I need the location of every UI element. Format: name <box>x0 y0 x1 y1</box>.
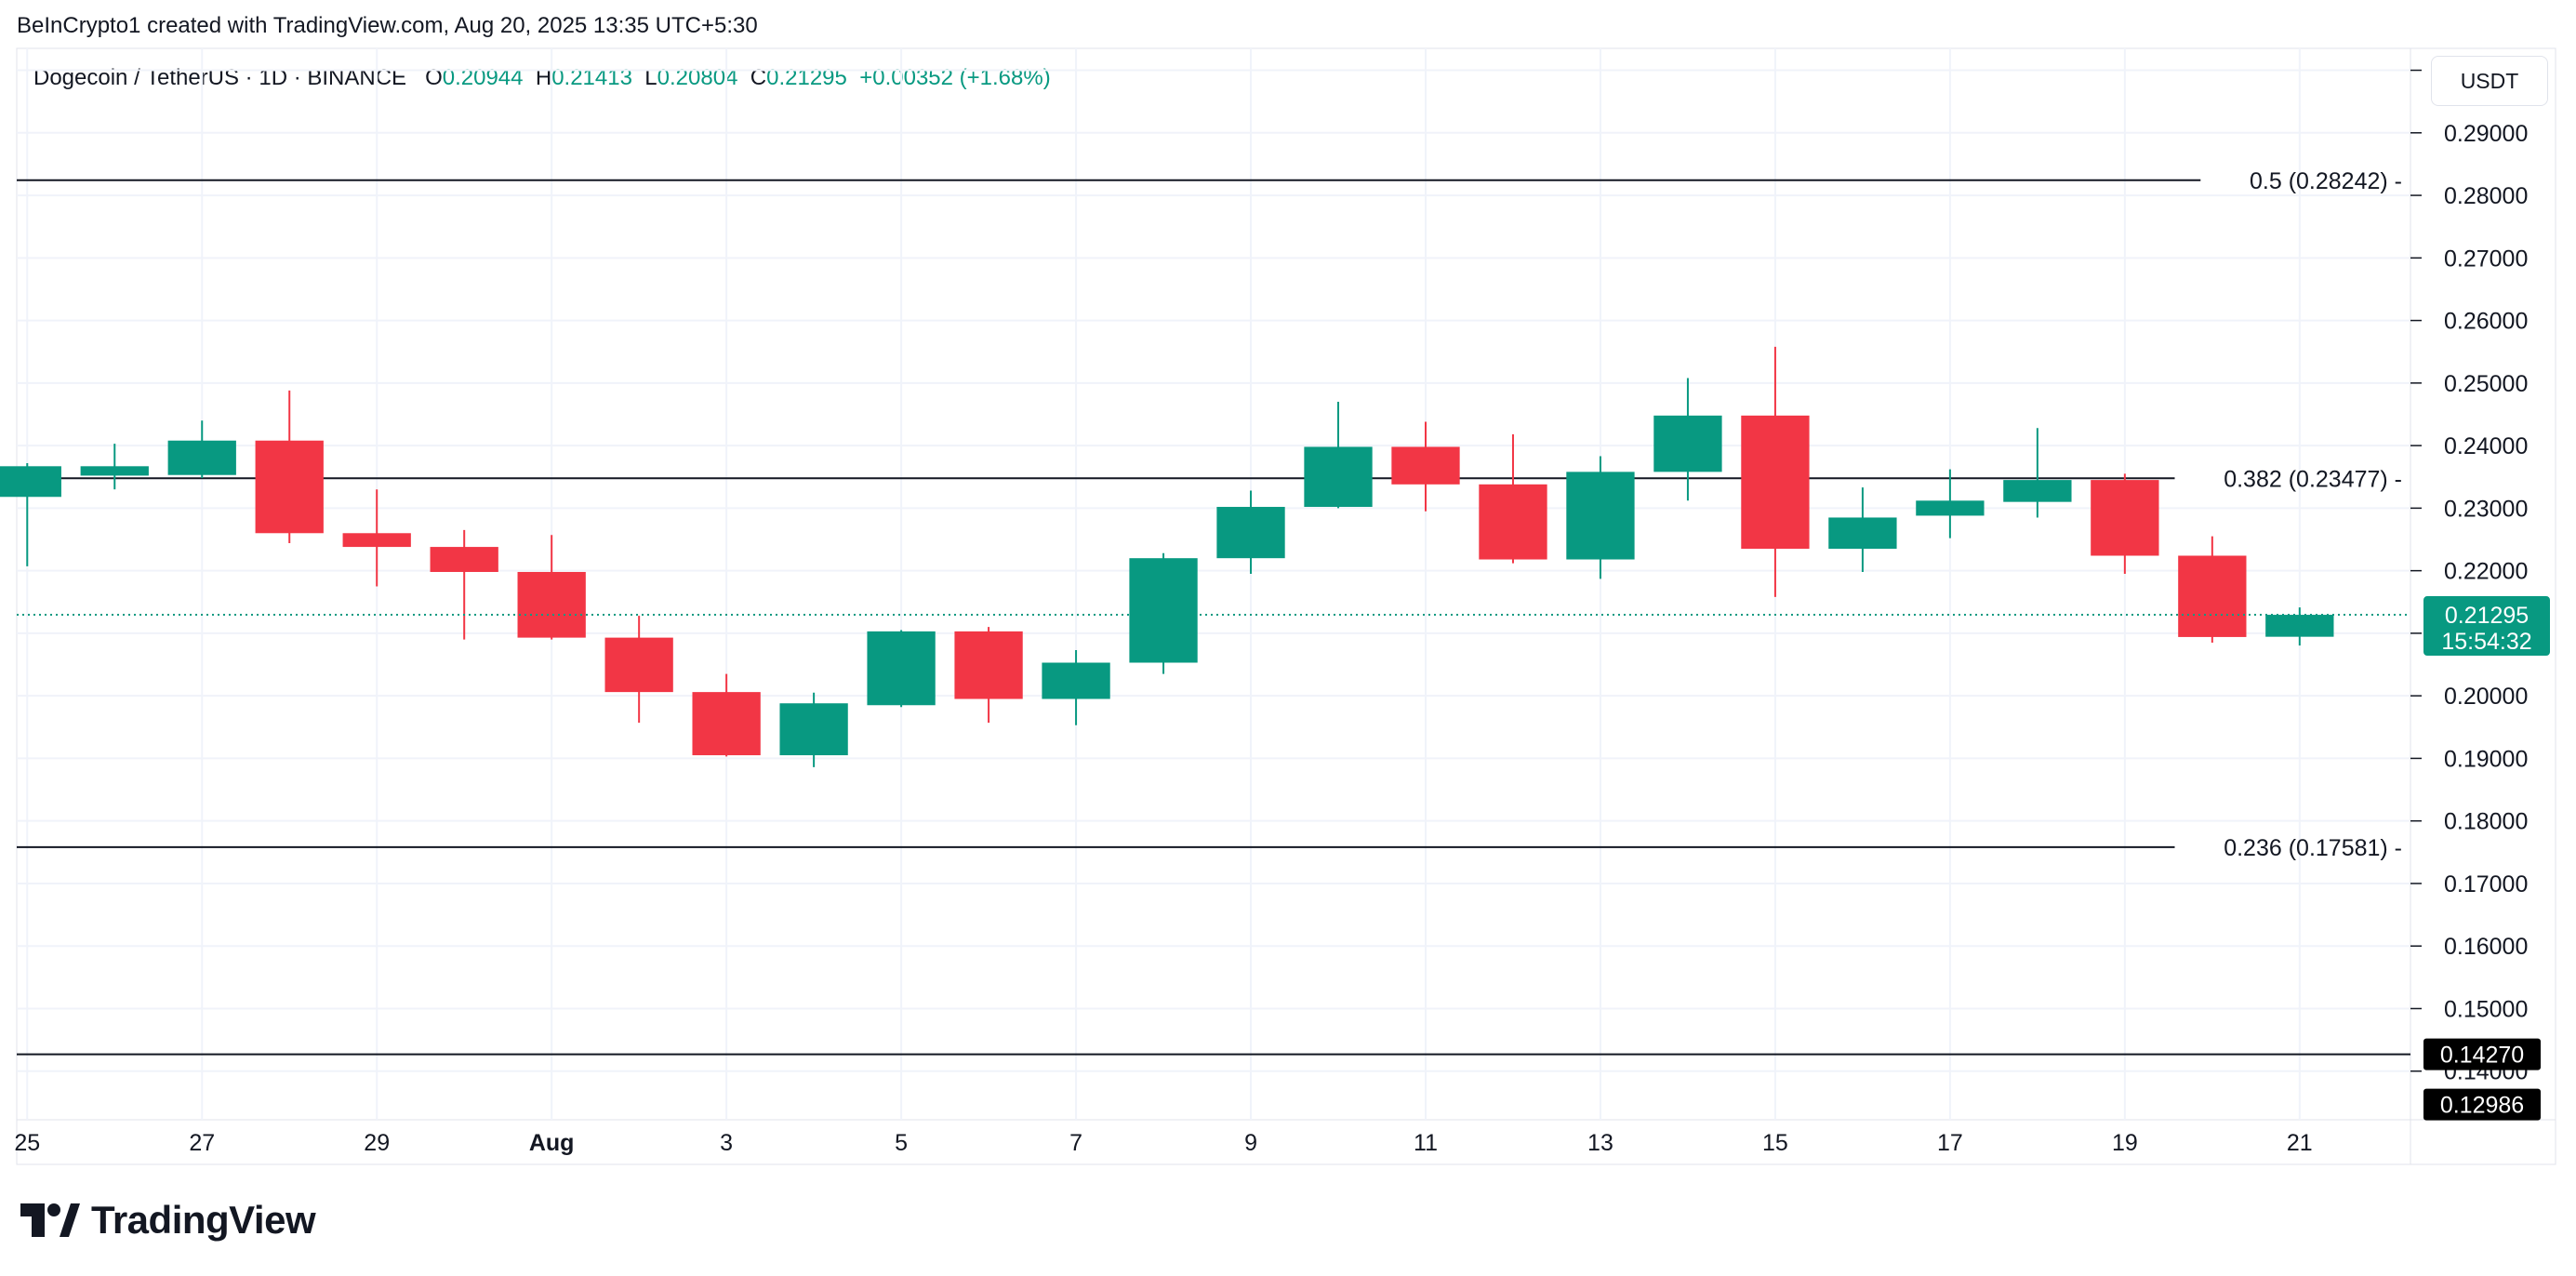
symbol-legend: Dogecoin / TetherUS · 1D · BINANCE O 0.20… <box>33 65 1051 91</box>
price-tick-label: 0.22000 <box>2444 559 2528 585</box>
currency-unit-button[interactable]: USDT <box>2431 56 2548 106</box>
candle-body <box>80 466 149 476</box>
candle-body <box>692 692 761 756</box>
time-tick-label: 11 <box>1414 1130 1438 1156</box>
price-tick-label: 0.17000 <box>2444 871 2528 897</box>
candle-body <box>342 533 411 548</box>
time-axis: 25 27 29 Aug 3 5 7 9 11 13 15 17 19 21 <box>14 1130 2312 1156</box>
time-tick-label: 13 <box>1587 1130 1613 1156</box>
candle-body <box>1216 507 1285 559</box>
candle-body <box>867 631 936 706</box>
price-tick-label: 0.23000 <box>2444 496 2528 522</box>
time-tick-label: 3 <box>720 1130 733 1156</box>
time-tick-label: 9 <box>1244 1130 1257 1156</box>
time-tick-label: 25 <box>14 1130 40 1156</box>
price-tick-label: 0.20000 <box>2444 684 2528 710</box>
candle-body <box>1391 446 1460 485</box>
time-tick-label: 15 <box>1762 1130 1788 1156</box>
candle-body <box>255 440 324 534</box>
open-value: 0.20944 <box>442 65 524 90</box>
time-tick-label: Aug <box>529 1130 575 1156</box>
tradingview-logo-icon <box>20 1203 80 1237</box>
candle-body <box>2003 480 2072 502</box>
price-axis: 0.300000.290000.280000.270000.260000.250… <box>2410 59 2541 1121</box>
candle-body <box>2178 555 2247 637</box>
candle-body <box>2091 480 2159 556</box>
countdown-timer: 15:54:32 <box>2441 629 2531 655</box>
time-tick-label: 17 <box>1937 1130 1963 1156</box>
time-tick-label: 21 <box>2287 1130 2313 1156</box>
price-tick-label: 0.27000 <box>2444 246 2528 272</box>
fib-level-label: 0.382 (0.23477) - <box>2224 466 2402 492</box>
tradingview-logo[interactable]: TradingView <box>20 1198 316 1243</box>
close-label: C <box>750 65 767 90</box>
time-tick-label: 19 <box>2112 1130 2138 1156</box>
candle-body <box>1828 517 1897 550</box>
candle-body <box>1479 484 1547 560</box>
candle-body <box>167 440 236 475</box>
low-label: L <box>644 65 657 90</box>
candle-body <box>1042 662 1110 699</box>
candle-body <box>0 466 61 498</box>
candle-body <box>1916 500 1985 516</box>
fib-level-label: 0.5 (0.28242) - <box>2250 168 2402 194</box>
price-tick-label: 0.24000 <box>2444 433 2528 459</box>
candle-body <box>1129 558 1198 663</box>
axis-price-label: 0.12986 <box>2440 1093 2524 1119</box>
price-tick-label: 0.26000 <box>2444 309 2528 335</box>
time-tick-label: 7 <box>1069 1130 1082 1156</box>
open-label: O <box>425 65 443 90</box>
price-tick-label: 0.16000 <box>2444 934 2528 960</box>
close-value: 0.21295 <box>766 65 847 90</box>
high-value: 0.21413 <box>551 65 632 90</box>
candle-body <box>517 571 586 638</box>
candle-body <box>2265 615 2334 637</box>
candle-body <box>1304 446 1373 508</box>
candle-series <box>0 346 2334 767</box>
last-price-value: 0.21295 <box>2445 603 2529 629</box>
axis-price-label: 0.14270 <box>2440 1043 2524 1069</box>
chart-frame <box>16 47 2556 1165</box>
axis-price-label-bg <box>2423 1088 2541 1121</box>
last-price-label-bg <box>2423 596 2550 657</box>
price-tick-label: 0.15000 <box>2444 996 2528 1022</box>
candle-body <box>1566 472 1635 560</box>
candle-body <box>1653 415 1722 472</box>
high-label: H <box>535 65 552 90</box>
time-tick-label: 29 <box>364 1130 390 1156</box>
candle-body <box>430 547 498 572</box>
time-tick-label: 5 <box>895 1130 908 1156</box>
tradingview-logo-text: TradingView <box>91 1198 316 1242</box>
candle-body <box>954 631 1023 699</box>
candle-body <box>1741 415 1810 550</box>
change-value: +0.00352 (+1.68%) <box>859 65 1051 90</box>
price-tick-label: 0.28000 <box>2444 183 2528 209</box>
chart-grid <box>16 47 2556 1165</box>
price-tick-label: 0.19000 <box>2444 746 2528 772</box>
candle-body <box>604 637 673 693</box>
price-tick-label: 0.25000 <box>2444 371 2528 397</box>
time-tick-label: 27 <box>189 1130 215 1156</box>
price-tick-label: 0.29000 <box>2444 121 2528 147</box>
candle-body <box>779 703 848 756</box>
low-value: 0.20804 <box>657 65 738 90</box>
symbol-name[interactable]: Dogecoin / TetherUS · 1D · BINANCE <box>33 65 407 90</box>
price-tick-label: 0.18000 <box>2444 809 2528 835</box>
fib-levels: 0.5 (0.28242) - 0.382 (0.23477) - 0.236 (0… <box>17 168 2410 1056</box>
axis-price-label-bg <box>2423 1038 2541 1070</box>
fib-level-label: 0.236 (0.17581) - <box>2224 835 2402 861</box>
chart-attribution: BeInCrypto1 created with TradingView.com… <box>17 13 758 38</box>
